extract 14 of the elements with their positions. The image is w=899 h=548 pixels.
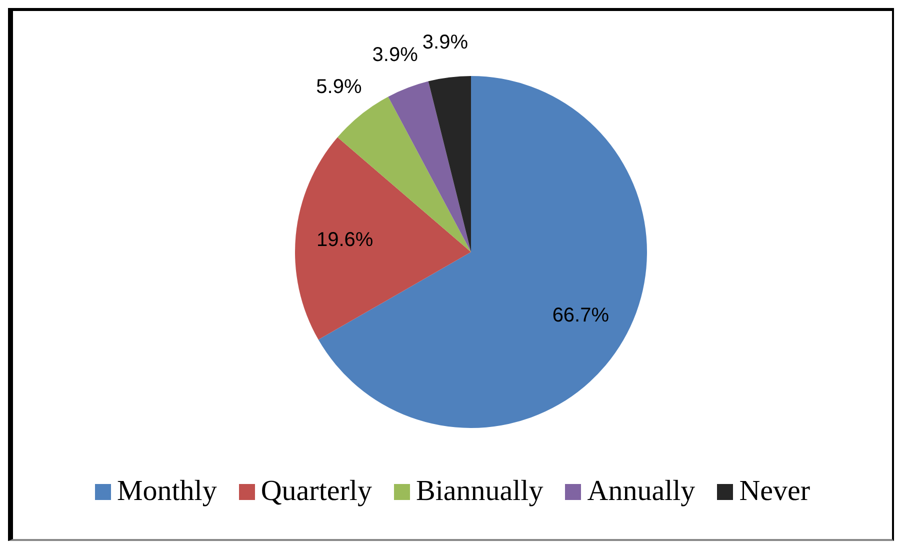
legend-label: Annually [587, 475, 696, 508]
legend-label: Monthly [116, 475, 217, 508]
pie-slice [295, 137, 471, 340]
legend-label: Quarterly [260, 475, 372, 508]
data-label: 5.9% [316, 76, 362, 98]
legend-label: Biannually [416, 475, 544, 508]
data-label: 66.7% [552, 304, 610, 326]
data-label: 3.9% [372, 44, 418, 66]
pie-slice [318, 76, 647, 428]
pie-slice [388, 81, 471, 252]
data-label: 19.6% [316, 229, 374, 252]
legend-label: Never [739, 475, 810, 508]
pie-slice [428, 76, 471, 252]
data-label: 3.9% [422, 31, 468, 54]
